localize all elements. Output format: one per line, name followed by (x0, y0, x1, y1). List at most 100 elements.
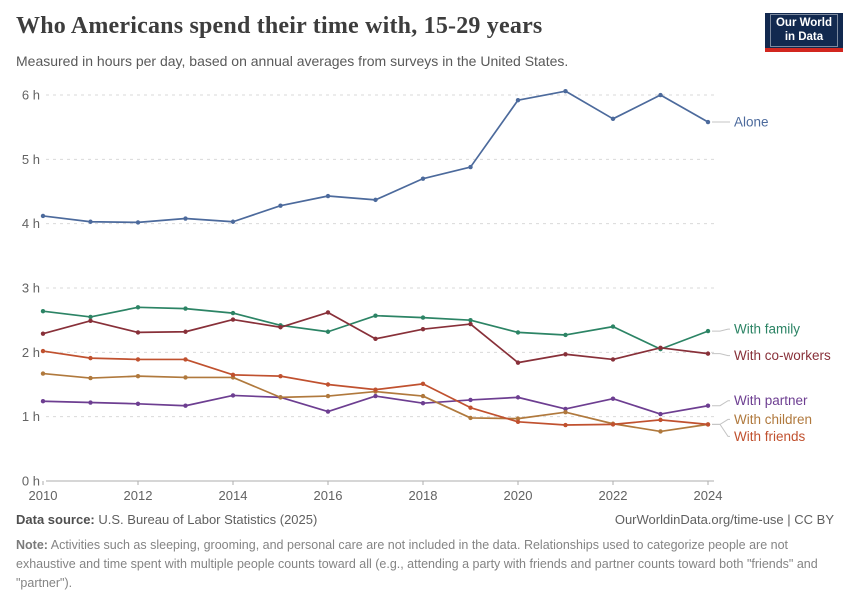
data-point[interactable] (468, 405, 473, 410)
label-connector-with-family (712, 328, 730, 332)
data-point[interactable] (658, 417, 663, 423)
data-point[interactable] (135, 220, 141, 225)
data-point[interactable] (373, 197, 378, 203)
data-point[interactable] (658, 92, 663, 98)
data-point[interactable] (658, 429, 663, 434)
data-point[interactable] (468, 317, 473, 323)
data-point[interactable] (563, 352, 568, 357)
data-point[interactable] (40, 399, 46, 404)
data-point[interactable] (135, 401, 141, 407)
data-point[interactable] (705, 328, 711, 334)
data-point[interactable] (705, 351, 711, 356)
owid-logo[interactable]: Our World in Data (765, 13, 843, 52)
data-point[interactable] (468, 415, 473, 421)
data-point[interactable] (183, 306, 188, 311)
data-point[interactable] (658, 411, 663, 417)
owid-link[interactable]: OurWorldinData.org/time-use | CC BY (614, 512, 834, 527)
series-label-alone[interactable]: Alone (734, 115, 769, 130)
data-point[interactable] (325, 193, 331, 199)
x-tick-label: 2014 (219, 488, 248, 503)
data-point[interactable] (88, 355, 93, 361)
data-point[interactable] (325, 310, 331, 315)
y-tick-label: 0 h (22, 474, 40, 489)
data-point[interactable] (325, 393, 331, 399)
data-point[interactable] (420, 381, 426, 387)
data-point[interactable] (705, 422, 711, 427)
data-point[interactable] (88, 318, 93, 324)
data-point[interactable] (40, 213, 46, 219)
data-point[interactable] (468, 164, 473, 170)
data-point[interactable] (420, 315, 426, 320)
data-point[interactable] (610, 396, 616, 401)
series-line-with-children[interactable] (42, 372, 709, 433)
data-point[interactable] (40, 371, 46, 376)
data-point[interactable] (610, 324, 616, 329)
data-point[interactable] (230, 372, 236, 378)
data-point[interactable] (88, 375, 93, 381)
data-point[interactable] (183, 329, 188, 334)
data-point[interactable] (515, 395, 521, 400)
data-point[interactable] (278, 395, 283, 400)
data-point[interactable] (563, 88, 568, 94)
data-point[interactable] (88, 400, 93, 405)
data-point[interactable] (183, 357, 188, 362)
data-point[interactable] (420, 393, 426, 399)
data-point[interactable] (705, 119, 711, 125)
data-point[interactable] (373, 393, 378, 399)
data-point[interactable] (420, 326, 426, 332)
data-point[interactable] (563, 332, 568, 338)
data-point[interactable] (563, 406, 568, 412)
data-point[interactable] (373, 336, 378, 342)
data-point[interactable] (325, 329, 331, 334)
data-point[interactable] (373, 387, 378, 392)
data-point[interactable] (515, 97, 521, 103)
series-label-with-co-workers[interactable]: With co-workers (734, 348, 831, 363)
label-connector-with-children (712, 418, 730, 425)
data-point[interactable] (135, 373, 141, 379)
data-point[interactable] (278, 203, 283, 208)
data-point[interactable] (183, 216, 188, 221)
data-point[interactable] (705, 403, 711, 408)
data-point[interactable] (40, 348, 46, 354)
data-point[interactable] (610, 116, 616, 122)
data-point[interactable] (278, 325, 283, 330)
data-point[interactable] (420, 176, 426, 181)
data-point[interactable] (325, 409, 331, 414)
data-point[interactable] (183, 403, 188, 408)
data-point[interactable] (230, 219, 236, 224)
data-point[interactable] (183, 375, 188, 380)
series-line-alone[interactable] (42, 90, 709, 224)
data-point[interactable] (515, 416, 521, 421)
data-point[interactable] (278, 373, 283, 379)
data-point[interactable] (563, 409, 568, 415)
footer-source-row: Data source: U.S. Bureau of Labor Statis… (16, 512, 834, 527)
data-point[interactable] (40, 331, 46, 336)
series-label-with-children[interactable]: With children (734, 412, 812, 427)
data-point[interactable] (230, 310, 236, 316)
data-point[interactable] (610, 357, 616, 362)
data-point[interactable] (40, 308, 46, 314)
data-point[interactable] (658, 345, 663, 351)
data-point[interactable] (515, 330, 521, 335)
data-point[interactable] (88, 314, 93, 320)
data-point[interactable] (563, 422, 568, 428)
data-point[interactable] (230, 317, 236, 322)
data-point[interactable] (135, 330, 141, 335)
data-point[interactable] (135, 305, 141, 310)
data-point[interactable] (515, 360, 521, 365)
data-point[interactable] (468, 397, 473, 403)
series-label-with-family[interactable]: With family (734, 322, 800, 337)
data-point[interactable] (468, 321, 473, 327)
data-point[interactable] (135, 357, 141, 362)
series-label-with-friends[interactable]: With friends (734, 429, 806, 444)
data-point[interactable] (373, 313, 378, 318)
data-point[interactable] (88, 219, 93, 224)
series-label-with-partner[interactable]: With partner (734, 393, 808, 408)
data-point[interactable] (230, 393, 236, 398)
series-points-with-partner (40, 393, 711, 417)
plot-area: 0 h 1 h 2 h 3 h 4 h 5 h 6 h 2010 2012 2014 2016 201… (0, 78, 850, 510)
data-point[interactable] (420, 400, 426, 406)
data-point[interactable] (325, 382, 331, 387)
data-point[interactable] (515, 419, 521, 425)
data-point[interactable] (610, 422, 616, 427)
